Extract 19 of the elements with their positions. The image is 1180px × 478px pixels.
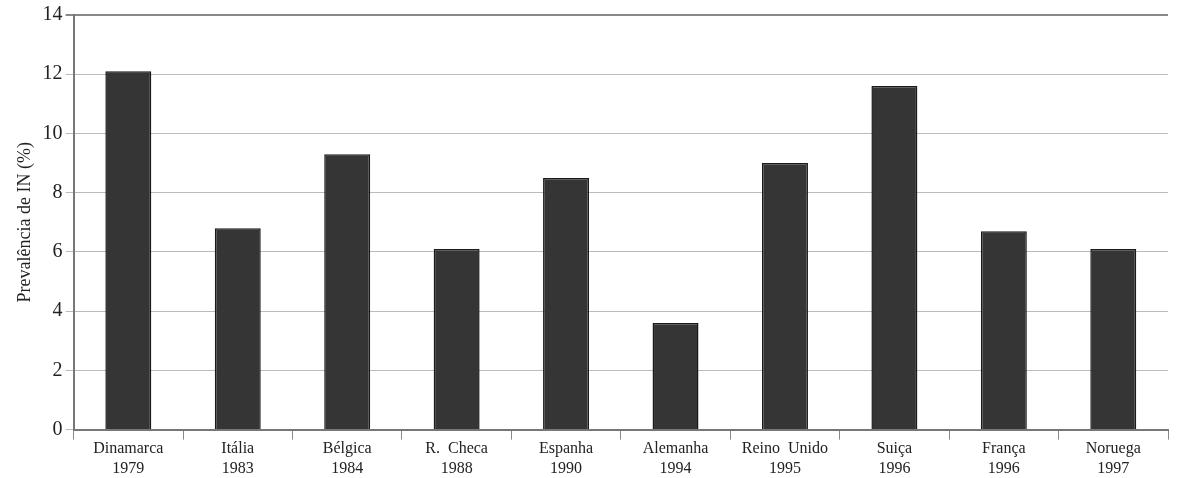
x-tick-label: Espanha 1990 bbox=[538, 439, 594, 476]
y-tick-label: 12 bbox=[42, 61, 63, 84]
x-tick-label: Itália 1983 bbox=[221, 439, 255, 476]
x-tick-label: Dinamarca 1979 bbox=[93, 439, 164, 476]
x-tick-label: R. Checa 1988 bbox=[425, 439, 488, 476]
y-tick-label: 6 bbox=[52, 239, 63, 262]
x-tick-label: Alemanha 1994 bbox=[642, 439, 709, 476]
y-axis-title: Prevalência de IN (%) bbox=[13, 142, 35, 303]
y-tick-label: 2 bbox=[52, 357, 63, 380]
y-tick-label: 0 bbox=[52, 416, 63, 439]
x-tick-label: Suiça 1996 bbox=[876, 439, 913, 476]
x-tick-label: França 1996 bbox=[982, 439, 1026, 476]
x-tick-label: Reino Unido 1995 bbox=[741, 439, 829, 476]
y-tick-label: 4 bbox=[52, 298, 63, 321]
y-tick-label: 10 bbox=[42, 120, 63, 143]
y-tick-label: 14 bbox=[42, 2, 63, 25]
y-tick-label: 8 bbox=[52, 179, 63, 202]
x-tick-label: Bélgica 1984 bbox=[322, 439, 372, 476]
x-tick-label: Noruega 1997 bbox=[1085, 439, 1141, 476]
